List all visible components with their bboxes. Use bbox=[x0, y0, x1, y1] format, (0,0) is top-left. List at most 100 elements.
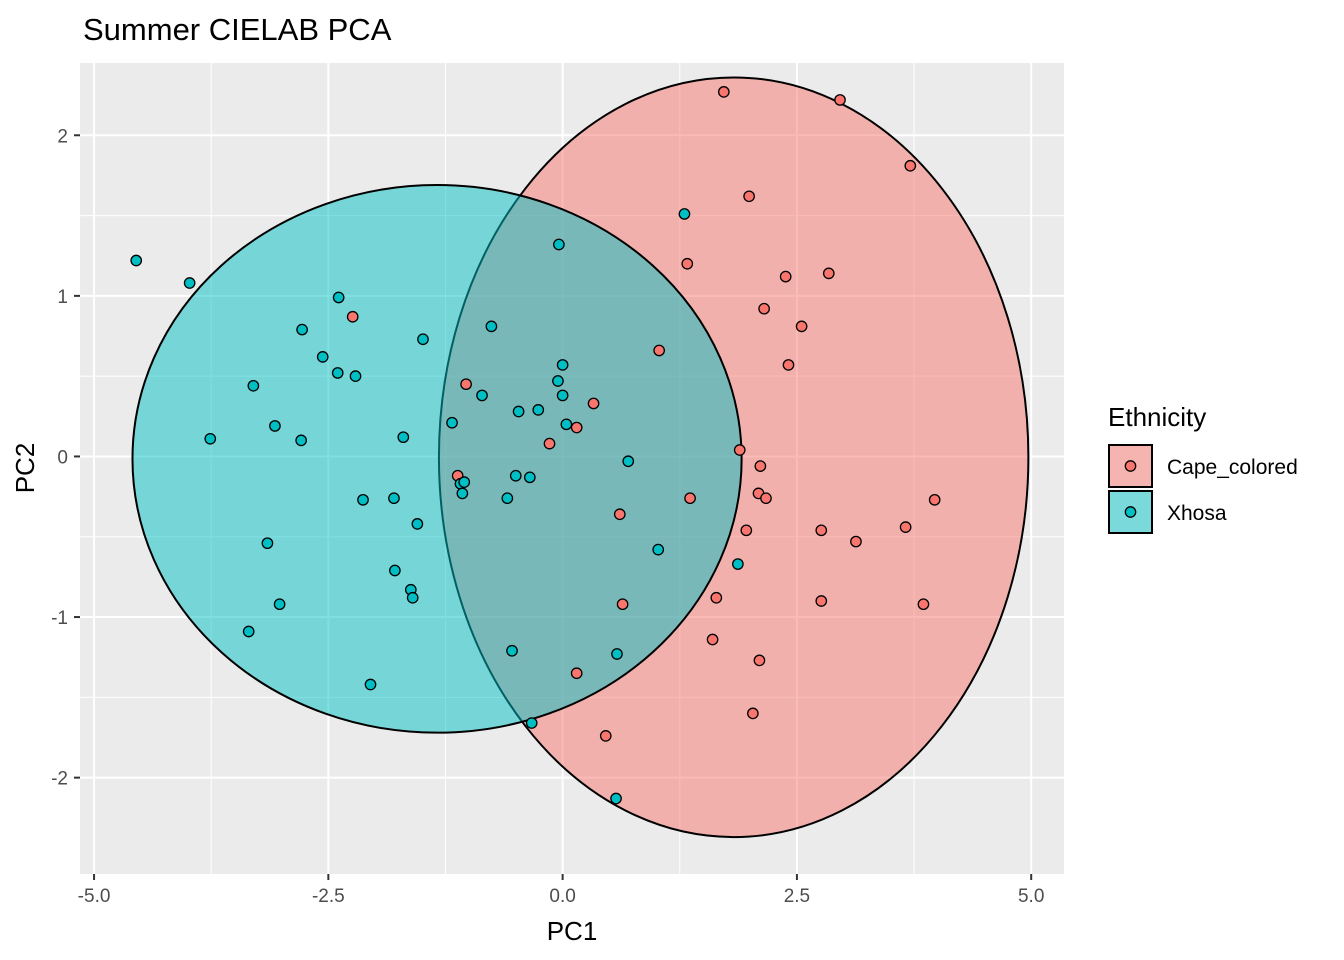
point-cape-colored bbox=[834, 94, 846, 106]
ellipse-xhosa bbox=[131, 184, 743, 734]
point-xhosa bbox=[204, 432, 217, 445]
legend-title: Ethnicity bbox=[1108, 402, 1206, 432]
point-cape-colored bbox=[779, 270, 792, 283]
point-cape-colored bbox=[613, 508, 626, 521]
point-xhosa bbox=[261, 537, 274, 550]
point-xhosa bbox=[501, 492, 514, 505]
point-cape-colored bbox=[570, 421, 583, 434]
point-xhosa bbox=[512, 405, 525, 418]
point-cape-colored bbox=[782, 359, 795, 371]
point-xhosa bbox=[331, 367, 344, 379]
point-xhosa bbox=[556, 389, 569, 402]
point-xhosa bbox=[523, 471, 536, 484]
point-xhosa bbox=[560, 418, 573, 431]
point-xhosa bbox=[273, 598, 286, 611]
point-cape-colored bbox=[904, 159, 917, 172]
x-axis-title: PC1 bbox=[547, 916, 598, 946]
point-cape-colored bbox=[616, 598, 629, 611]
point-xhosa bbox=[678, 208, 691, 220]
point-cape-colored bbox=[346, 310, 359, 323]
point-xhosa bbox=[532, 404, 545, 416]
point-xhosa bbox=[332, 291, 345, 304]
y-tick-label: 2 bbox=[57, 126, 68, 147]
point-xhosa bbox=[456, 487, 469, 500]
point-cape-colored bbox=[681, 257, 694, 270]
axes: -5.0 -2.5 0.0 2.5 5.0 -2 -1 0 1 2 bbox=[51, 126, 1044, 907]
point-cape-colored bbox=[815, 524, 828, 537]
point-xhosa bbox=[732, 558, 744, 570]
point-xhosa bbox=[525, 717, 538, 729]
point-cape-colored bbox=[753, 654, 766, 667]
legend-label-xhosa: Xhosa bbox=[1167, 502, 1227, 525]
point-cape-colored bbox=[760, 492, 772, 505]
legend-entries: Cape_colored Xhosa bbox=[1108, 444, 1298, 534]
point-cape-colored bbox=[587, 397, 600, 410]
point-cape-colored bbox=[758, 302, 770, 315]
point-cape-colored bbox=[706, 633, 719, 646]
point-xhosa bbox=[247, 379, 260, 392]
point-xhosa bbox=[296, 323, 308, 336]
point-cape-colored bbox=[795, 320, 808, 333]
x-tick-label: 2.5 bbox=[784, 886, 810, 907]
point-xhosa bbox=[553, 238, 565, 251]
point-cape-colored bbox=[815, 595, 828, 607]
point-cape-colored bbox=[850, 535, 862, 548]
point-xhosa bbox=[458, 476, 471, 489]
point-xhosa bbox=[269, 420, 281, 432]
point-cape-colored bbox=[754, 460, 767, 472]
point-xhosa bbox=[417, 333, 429, 346]
x-tick-label: -2.5 bbox=[312, 886, 345, 907]
y-tick-label: -1 bbox=[51, 608, 68, 629]
point-xhosa bbox=[622, 455, 635, 468]
point-xhosa bbox=[295, 434, 308, 447]
point-xhosa bbox=[364, 678, 377, 691]
point-xhosa bbox=[183, 277, 196, 289]
legend-label-cape-colored: Cape_colored bbox=[1167, 456, 1298, 479]
chart-title: Summer CIELAB PCA bbox=[83, 12, 392, 47]
point-xhosa bbox=[411, 518, 424, 530]
confidence-ellipses bbox=[131, 76, 1030, 839]
x-tick-label: 0.0 bbox=[549, 886, 575, 907]
point-xhosa bbox=[611, 648, 623, 660]
point-xhosa bbox=[506, 644, 518, 657]
point-xhosa bbox=[556, 359, 569, 371]
point-xhosa bbox=[349, 370, 362, 383]
point-xhosa bbox=[357, 493, 369, 506]
point-cape-colored bbox=[570, 667, 583, 680]
point-xhosa bbox=[476, 389, 488, 402]
point-cape-colored bbox=[543, 437, 556, 450]
point-cape-colored bbox=[460, 378, 472, 391]
point-cape-colored bbox=[740, 524, 753, 537]
point-xhosa bbox=[552, 375, 564, 387]
point-xhosa bbox=[509, 469, 522, 482]
point-cape-colored bbox=[717, 86, 730, 98]
point-cape-colored bbox=[684, 492, 696, 505]
point-xhosa bbox=[406, 591, 419, 604]
x-tick-label: 5.0 bbox=[1018, 886, 1044, 907]
point-xhosa bbox=[389, 564, 401, 577]
legend-point-cape-colored bbox=[1124, 460, 1137, 472]
point-cape-colored bbox=[747, 707, 759, 720]
point-cape-colored bbox=[822, 267, 835, 280]
point-cape-colored bbox=[917, 598, 930, 611]
y-tick-label: 1 bbox=[57, 287, 68, 308]
y-axis-title: PC2 bbox=[10, 443, 40, 494]
point-xhosa bbox=[388, 492, 400, 505]
point-xhosa bbox=[610, 792, 622, 805]
point-xhosa bbox=[397, 431, 410, 444]
legend-point-xhosa bbox=[1124, 506, 1137, 518]
x-tick-label: -5.0 bbox=[78, 886, 111, 907]
y-tick-label: -2 bbox=[51, 769, 68, 790]
point-xhosa bbox=[130, 254, 143, 267]
point-cape-colored bbox=[653, 344, 666, 357]
point-cape-colored bbox=[710, 591, 723, 604]
point-xhosa bbox=[446, 416, 458, 429]
point-xhosa bbox=[316, 351, 329, 363]
data-points bbox=[130, 86, 941, 805]
point-cape-colored bbox=[599, 730, 612, 742]
point-xhosa bbox=[242, 625, 255, 638]
point-cape-colored bbox=[899, 521, 912, 533]
point-xhosa bbox=[652, 543, 665, 556]
point-xhosa bbox=[485, 320, 498, 333]
